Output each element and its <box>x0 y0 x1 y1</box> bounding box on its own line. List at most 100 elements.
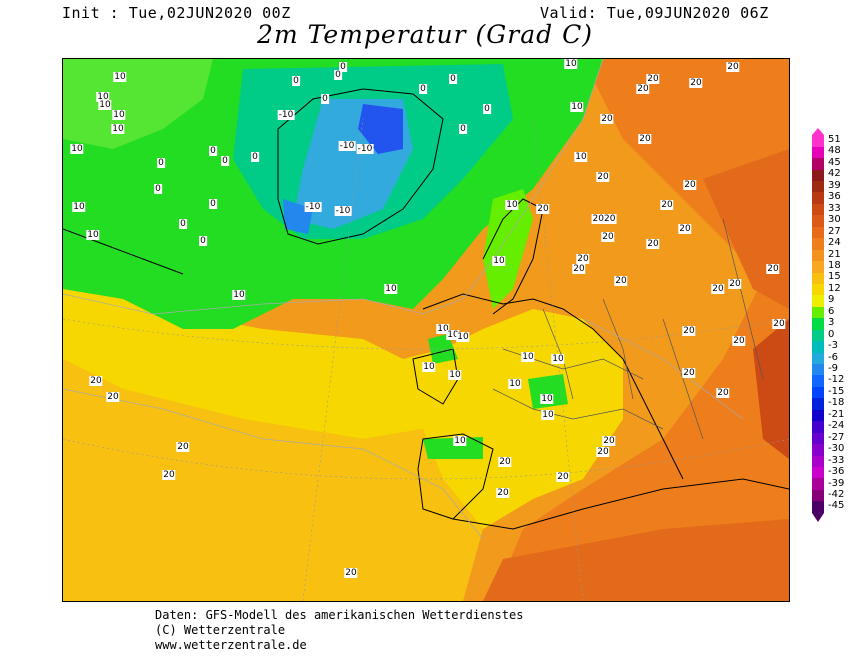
contour-label: 0 <box>459 124 467 134</box>
contour-label: -10 <box>334 206 352 216</box>
contour-label: 20 <box>766 264 780 274</box>
legend-tick-label: -9 <box>828 363 838 374</box>
contour-label: 0 <box>419 84 427 94</box>
contour-label: 20 <box>344 568 358 578</box>
legend-swatch <box>812 455 824 467</box>
contour-label: 10 <box>422 362 436 372</box>
contour-label: 20 <box>89 376 103 386</box>
contour-label: 20 <box>646 239 660 249</box>
contour-label: 20 <box>602 436 616 446</box>
contour-label: 0 <box>321 94 329 104</box>
contour-label: 20 <box>732 336 746 346</box>
contour-label: 20 <box>596 172 610 182</box>
legend-top-arrow <box>812 128 824 136</box>
legend-swatch <box>812 203 824 216</box>
contour-label: 0 <box>339 62 347 72</box>
contour-label: -10 <box>304 202 322 212</box>
legend-swatch <box>812 466 824 479</box>
contour-label: 20 <box>601 232 615 242</box>
legend-swatch <box>812 329 824 342</box>
legend-tick-label: 21 <box>828 248 841 260</box>
contour-label: 10 <box>72 202 86 212</box>
legend-swatch <box>812 489 824 502</box>
legend-swatch <box>812 135 824 147</box>
legend-tick-label: 24 <box>828 237 841 249</box>
contour-label: 0 <box>221 156 229 166</box>
contour-label: 0 <box>209 199 217 209</box>
legend-swatch <box>812 306 824 319</box>
contour-label: 10 <box>456 332 470 342</box>
contour-label: 20 <box>600 114 614 124</box>
cool-field-scandinavia <box>483 189 533 309</box>
contour-label: 0 <box>209 146 217 156</box>
contour-label: 20 <box>638 134 652 144</box>
legend-tick-label: -33 <box>828 454 845 466</box>
contour-label: 2020 <box>591 214 617 224</box>
legend-swatch <box>812 478 824 490</box>
legend-swatch <box>812 409 824 422</box>
contour-label: 20 <box>576 254 590 264</box>
contour-label: 0 <box>449 74 457 84</box>
contour-label: 20 <box>556 472 570 482</box>
contour-label: 10 <box>86 230 100 240</box>
legend-swatch <box>812 386 824 399</box>
contour-label: 10 <box>113 72 127 82</box>
footer-source: Daten: GFS-Modell des amerikanischen Wet… <box>155 608 524 622</box>
contour-label: 20 <box>162 470 176 480</box>
legend-swatch <box>812 226 824 239</box>
contour-label: 20 <box>682 368 696 378</box>
legend-tick-label: -6 <box>828 351 838 363</box>
contour-label: 10 <box>384 284 398 294</box>
legend-tick-label: -3 <box>828 340 838 352</box>
footer-url[interactable]: www.wetterzentrale.de <box>155 638 307 652</box>
legend-swatch <box>812 169 824 182</box>
contour-label: 20 <box>678 224 692 234</box>
legend-swatch <box>812 444 824 456</box>
contour-label: 20 <box>498 457 512 467</box>
legend-tick-label: 33 <box>828 202 841 214</box>
init-time: Init : Tue,02JUN2020 00Z <box>62 4 291 22</box>
legend-tick-label: 15 <box>828 271 841 283</box>
contour-label: 20 <box>683 180 697 190</box>
mild-field-southwest <box>63 359 483 601</box>
color-legend <box>812 135 824 513</box>
legend-bottom-arrow <box>812 513 824 523</box>
contour-label: 10 <box>232 290 246 300</box>
legend-tick-label: 9 <box>828 294 835 306</box>
legend-tick-label: -39 <box>828 477 845 489</box>
contour-label: 0 <box>483 104 491 114</box>
contour-label: 20 <box>176 442 190 452</box>
temperature-map: 10 10 10 10 10 10 10 10 0 0 0 0 -10 -10 -10 -10 -10 0 0 0 0 0… <box>62 58 790 602</box>
contour-label: 20 <box>716 388 730 398</box>
cool-spot-alps <box>528 374 568 409</box>
legend-tick-label: 45 <box>828 156 841 168</box>
hot-field-south <box>483 519 789 601</box>
coastlines <box>63 88 789 530</box>
legend-tick-label: 51 <box>828 134 841 145</box>
legend-tick-label: -18 <box>828 397 845 409</box>
legend-swatch <box>812 272 824 284</box>
contour-label: 20 <box>682 326 696 336</box>
legend-swatch <box>812 215 824 227</box>
valid-time: Valid: Tue,09JUN2020 06Z <box>540 4 769 22</box>
lat-lon-grid <box>63 118 789 601</box>
frost-field <box>358 104 403 154</box>
contour-label: 10 <box>96 92 110 102</box>
legend-tick-label: 27 <box>828 225 841 237</box>
contour-label: 10 <box>98 100 112 110</box>
legend-tick-label: -36 <box>828 466 845 478</box>
contour-label: 20 <box>660 200 674 210</box>
contour-label: 20 <box>711 284 725 294</box>
legend-tick-label: 12 <box>828 282 841 294</box>
legend-tick-label: -12 <box>828 374 845 386</box>
contour-label: 10 <box>508 379 522 389</box>
contour-label: 20 <box>636 84 650 94</box>
contour-label: 10 <box>448 370 462 380</box>
legend-tick-label: 18 <box>828 259 841 271</box>
legend-tick-label: 6 <box>828 305 835 317</box>
legend-tick-label: -24 <box>828 420 845 432</box>
contour-label: 20 <box>772 319 786 329</box>
contour-label: 10 <box>574 152 588 162</box>
legend-swatch <box>812 398 824 410</box>
legend-tick-label: 3 <box>828 317 835 329</box>
